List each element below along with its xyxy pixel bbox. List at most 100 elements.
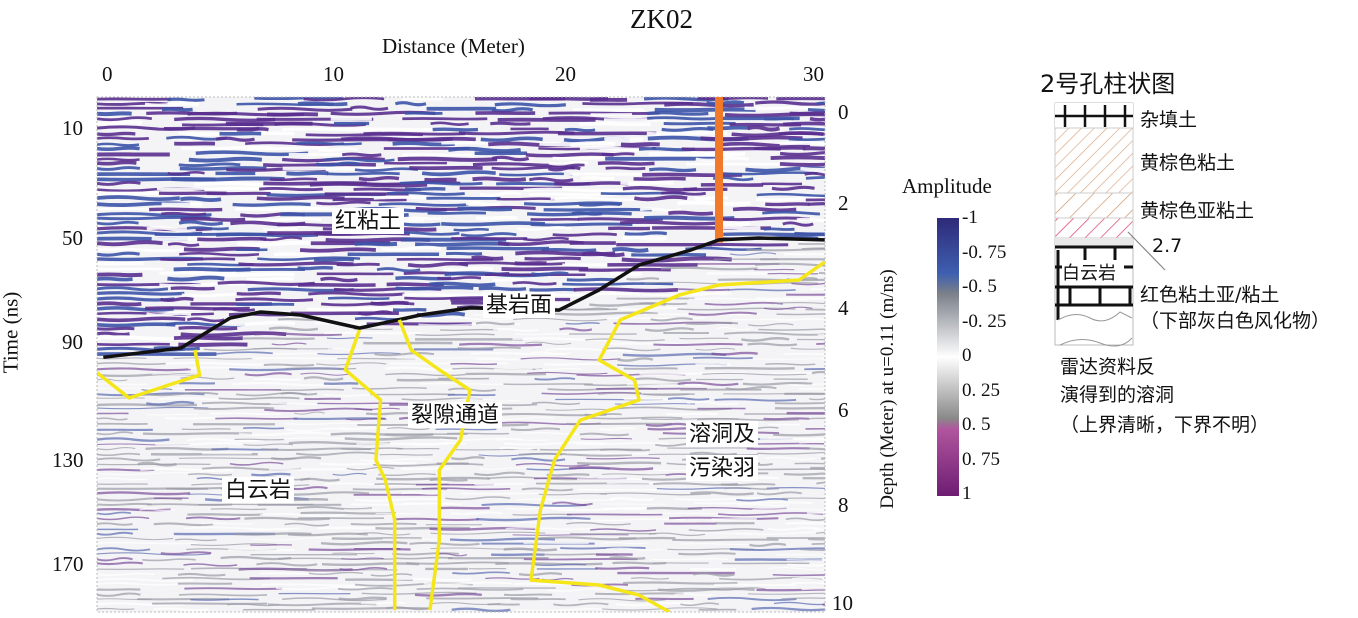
radar-trace (445, 496, 511, 501)
radar-trace (313, 257, 355, 263)
radar-trace (97, 146, 140, 152)
radar-trace (97, 240, 163, 247)
radar-trace (729, 252, 777, 256)
colorbar (937, 218, 959, 496)
y2-tick: 8 (838, 493, 849, 517)
radar-trace (503, 547, 558, 552)
radar-trace (790, 347, 825, 350)
radar-trace (518, 572, 563, 577)
radar-trace (663, 121, 736, 126)
radar-trace (97, 276, 133, 282)
radar-trace (212, 307, 256, 312)
radar-trace (787, 563, 825, 567)
radar-trace (525, 341, 572, 345)
radar-trace (424, 316, 514, 321)
radar-trace (693, 195, 729, 201)
radar-trace (584, 413, 622, 416)
radar-trace (717, 278, 825, 282)
radar-trace (370, 573, 413, 577)
radar-trace (494, 102, 567, 108)
x-axis-label: Distance (Meter) (382, 34, 525, 58)
borehole-note: 演得到的溶洞 (1060, 384, 1175, 406)
radar-trace (326, 337, 373, 340)
radar-trace (161, 107, 193, 112)
radar-trace (450, 511, 503, 516)
label-karst-2: 污染羽 (686, 455, 759, 481)
radar-trace (496, 438, 550, 441)
radar-trace (672, 538, 779, 542)
y-tick: 130 (52, 448, 84, 472)
radar-trace (250, 544, 292, 546)
radar-trace (471, 255, 504, 261)
y-axis-label: Time (ns) (0, 291, 23, 374)
radar-trace (776, 313, 825, 316)
radar-trace (653, 343, 743, 346)
radar-trace (523, 558, 638, 561)
radar-trace (236, 291, 281, 296)
radar-trace (446, 246, 550, 251)
radar-trace (97, 607, 135, 610)
radar-trace (478, 286, 527, 292)
radar-trace (530, 222, 633, 227)
y2-tick: 10 (832, 591, 853, 615)
radar-trace (186, 226, 229, 231)
radar-trace (171, 176, 285, 182)
radar-trace (339, 567, 388, 571)
anomaly-boundary-line (529, 260, 825, 612)
radar-trace (503, 593, 553, 597)
radar-trace (344, 436, 458, 441)
radar-trace (534, 377, 576, 381)
radar-trace (688, 311, 757, 316)
radar-trace (771, 301, 825, 305)
radar-trace (788, 137, 825, 141)
radar-trace (580, 437, 633, 440)
radar-trace (711, 351, 758, 356)
radar-trace (338, 587, 393, 591)
radar-trace (619, 220, 719, 226)
radar-trace (248, 528, 289, 531)
label-dolomite: 白云岩 (222, 477, 295, 503)
radar-trace (393, 517, 479, 522)
radar-trace (752, 508, 825, 511)
radar-trace (530, 351, 571, 355)
radar-trace (679, 337, 729, 340)
radar-trace (375, 526, 470, 530)
radar-trace (479, 467, 532, 470)
radar-trace (496, 197, 555, 201)
colorbar-title: Amplitude (902, 174, 992, 198)
radar-trace (97, 136, 149, 141)
radar-trace (677, 200, 751, 206)
radar-trace (379, 453, 433, 456)
radar-trace (200, 522, 254, 525)
radar-trace (512, 337, 622, 341)
radar-trace (450, 362, 497, 366)
radar-trace (449, 537, 556, 542)
radar-trace (665, 412, 718, 416)
radar-trace (338, 596, 388, 601)
radar-trace (499, 446, 533, 451)
radar-trace (267, 602, 377, 607)
radar-trace (681, 542, 769, 546)
radar-trace (308, 291, 405, 297)
radar-trace (619, 306, 687, 311)
radar-trace (692, 571, 735, 577)
radar-trace (316, 362, 387, 366)
radar-trace (680, 602, 720, 607)
radar-trace (475, 321, 515, 326)
radar-trace (193, 406, 274, 411)
radar-trace (244, 372, 292, 377)
radar-trace (692, 152, 733, 158)
radar-trace (725, 386, 777, 391)
radar-trace (760, 437, 825, 441)
radar-trace (97, 195, 180, 202)
radar-trace (457, 346, 521, 350)
radar-trace (228, 548, 295, 552)
radar-trace (357, 532, 411, 536)
radar-trace (456, 398, 522, 402)
radar-trace (354, 497, 444, 502)
radar-trace (385, 372, 466, 377)
radar-trace (622, 235, 668, 241)
radar-trace (160, 257, 236, 262)
radar-trace (772, 573, 825, 577)
label-red-clay: 红粘土 (332, 208, 405, 234)
